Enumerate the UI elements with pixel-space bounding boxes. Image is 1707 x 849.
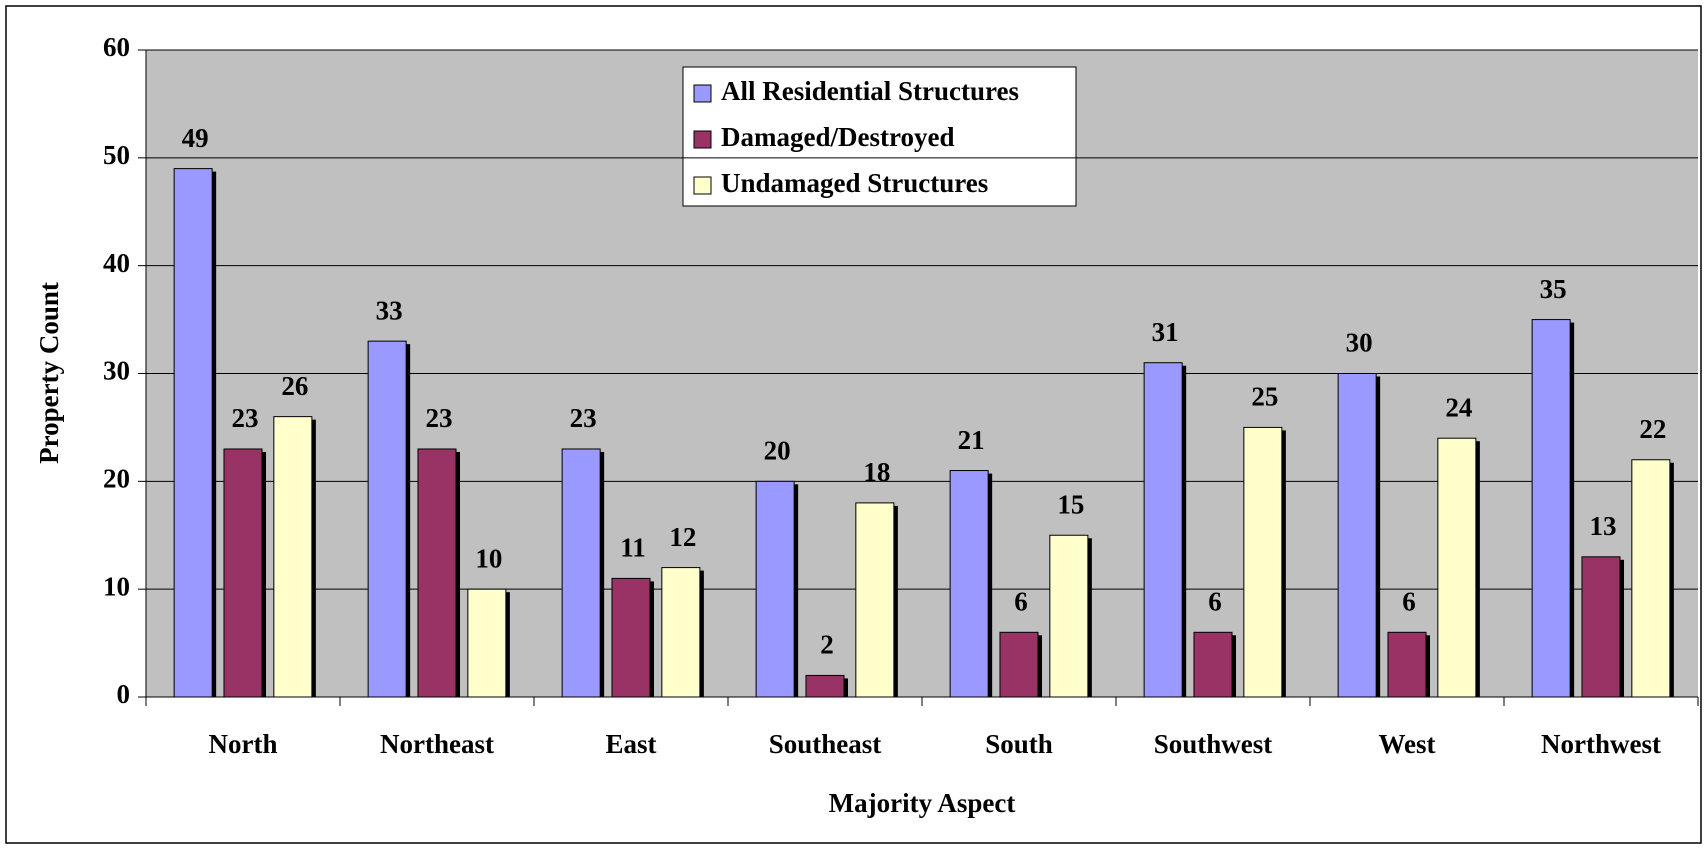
bar [561,448,601,698]
legend-label: Undamaged Structures [721,168,988,198]
bar [173,168,213,698]
x-tick-label: Northwest [1541,729,1661,759]
bar [467,588,507,698]
bar [1581,556,1621,698]
data-label: 24 [1445,392,1472,422]
x-tick-label: North [209,729,278,759]
bar [223,448,263,698]
x-tick-label: West [1379,729,1436,759]
bar [1337,373,1377,698]
data-label: 11 [620,533,646,563]
legend-swatch [693,130,712,149]
y-tick-label: 10 [103,571,130,601]
legend-swatch [693,84,712,103]
data-label: 15 [1057,489,1084,519]
data-label: 2 [820,630,834,660]
data-label: 25 [1251,382,1278,412]
legend-swatch [693,176,712,195]
x-tick-label: Southwest [1154,729,1273,759]
bar [1531,319,1571,698]
bar [611,577,651,698]
data-label: 49 [182,123,209,153]
y-tick-label: 50 [103,140,130,170]
data-label: 30 [1346,328,1373,358]
data-label: 33 [376,295,403,325]
x-axis-title: Majority Aspect [829,788,1016,818]
bar [805,674,845,698]
bar [1387,631,1427,698]
data-label: 6 [1402,587,1416,617]
data-label: 26 [281,371,308,401]
bar [855,502,895,698]
bar [755,480,795,698]
y-tick-label: 0 [117,679,131,709]
data-label: 35 [1540,274,1567,304]
data-label: 23 [426,403,453,433]
data-label: 20 [764,436,791,466]
bar [949,470,989,698]
data-label: 18 [863,457,890,487]
x-tick-label: Northeast [380,729,494,759]
bar [273,416,313,698]
data-label: 21 [958,425,985,455]
legend-label: Damaged/Destroyed [721,122,954,152]
bar [661,567,701,698]
legend: All Residential Structures Damaged/Destro… [682,66,1077,207]
y-tick-label: 60 [103,32,130,62]
data-label: 31 [1152,317,1179,347]
legend-box [682,66,1077,207]
y-tick-label: 30 [103,356,130,386]
y-tick-label: 40 [103,248,130,278]
y-tick-label: 20 [103,464,130,494]
data-label: 23 [570,403,597,433]
data-label: 10 [475,543,502,573]
bar [1243,426,1283,698]
data-label: 12 [669,522,696,552]
bar [417,448,457,698]
bar [1437,437,1477,698]
bar [1143,362,1183,698]
data-label: 13 [1590,511,1617,541]
bar [367,340,407,698]
data-label: 22 [1639,414,1666,444]
x-tick-label: Southeast [769,729,882,759]
legend-label: All Residential Structures [721,76,1019,106]
bar [999,631,1039,698]
x-tick-label: East [605,729,656,759]
bar [1193,631,1233,698]
x-tick-label: South [985,729,1053,759]
data-label: 6 [1208,587,1222,617]
bar [1049,534,1089,698]
y-axis-title: Property Count [34,282,64,464]
data-label: 6 [1014,587,1028,617]
data-label: 23 [232,403,259,433]
bar [1631,459,1671,698]
